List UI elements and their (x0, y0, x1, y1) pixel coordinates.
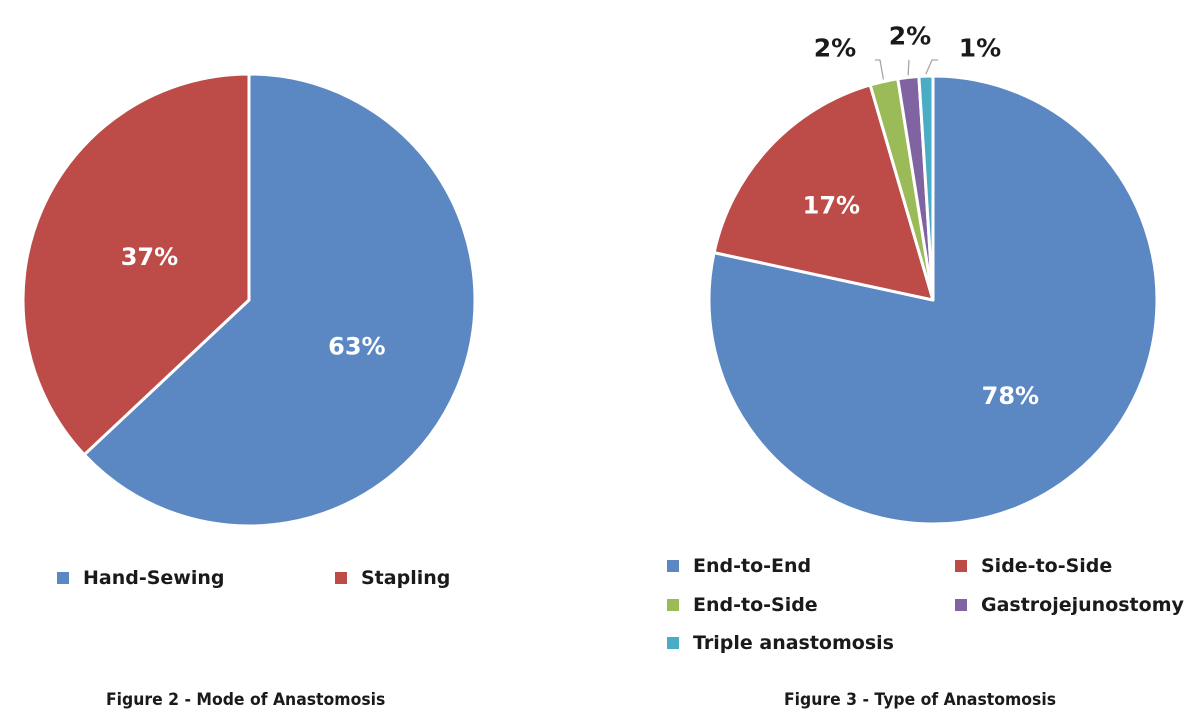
legend-swatch-hand-sewing (57, 572, 69, 584)
legend-item-stapling: Stapling (335, 567, 450, 589)
legend-swatch-side-to-side (955, 560, 967, 572)
pie-slice-hand-sewing (82, 72, 477, 528)
legend-label-stapling: Stapling (361, 567, 451, 589)
pie-slice-triple-anastomosis (917, 74, 935, 302)
pie-slice-stapling (21, 72, 251, 457)
data-label-end-to-end: 78% (982, 382, 1039, 410)
legend-label-end-to-end: End-to-End (693, 555, 812, 577)
data-label-end-to-side: 2% (814, 34, 856, 63)
legend-label-triple-anastomosis: Triple anastomosis (693, 632, 894, 654)
figure-2-caption: Figure 2 - Mode of Anastomosis (106, 690, 386, 710)
legend-item-gastrojejunostomy: Gastrojejunostomy (955, 594, 1184, 616)
pie-slice-end-to-end (707, 74, 1159, 526)
data-label-side-to-side: 17% (803, 191, 860, 219)
legend-item-side-to-side: Side-to-Side (955, 555, 1112, 577)
legend-swatch-end-to-side (667, 599, 679, 611)
figure-3-caption: Figure 3 - Type of Anastomosis (784, 690, 1057, 710)
leader-line-end-to-side (875, 59, 885, 80)
legend-swatch-triple-anastomosis (667, 637, 679, 649)
legend-item-end-to-end: End-to-End (667, 555, 811, 577)
legend-swatch-stapling (335, 572, 347, 584)
legend-label-end-to-side: End-to-Side (693, 594, 818, 616)
pie-chart-type: 78% 17% 2% 2% 1% (707, 22, 1159, 526)
leader-line-gastrojejunostomy (907, 59, 910, 76)
leader-line-triple-anastomosis (925, 59, 938, 75)
legend-swatch-end-to-end (667, 560, 679, 572)
data-label-triple-anastomosis: 1% (959, 34, 1001, 63)
figure-2-mode-of-anastomosis: 63% 37% Hand-Sewing Stapling Figure 2 - M… (0, 0, 590, 727)
pie-chart-mode: 63% 37% (21, 72, 477, 528)
data-label-stapling: 37% (121, 243, 178, 271)
pie-slice-side-to-side (712, 83, 935, 302)
legend-item-end-to-side: End-to-Side (667, 594, 818, 616)
figure-3-type-of-anastomosis: 78% 17% 2% 2% 1% End-to-End Side-to-Side End… (590, 0, 1192, 727)
legend-swatch-gastrojejunostomy (955, 599, 967, 611)
data-label-hand-sewing: 63% (328, 333, 385, 361)
legend-item-triple-anastomosis: Triple anastomosis (667, 632, 894, 654)
data-label-gastrojejunostomy: 2% (889, 22, 931, 51)
legend-label-side-to-side: Side-to-Side (981, 555, 1113, 577)
legend-label-hand-sewing: Hand-Sewing (83, 567, 225, 589)
legend-item-hand-sewing: Hand-Sewing (57, 567, 225, 589)
legend-label-gastrojejunostomy: Gastrojejunostomy (981, 594, 1184, 616)
